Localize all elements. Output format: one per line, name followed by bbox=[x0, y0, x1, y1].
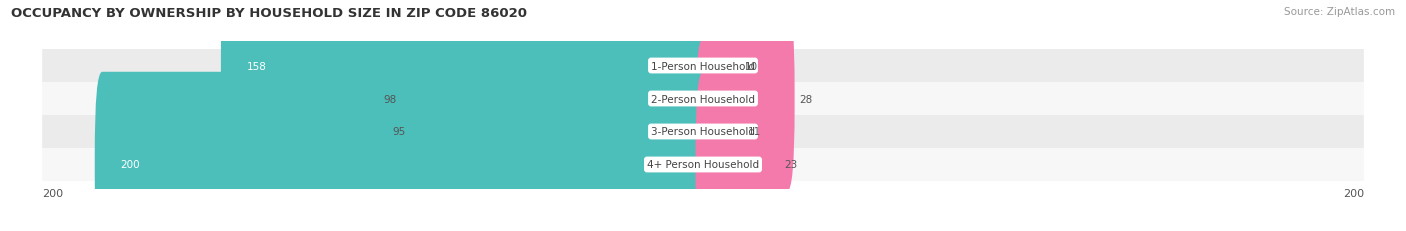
FancyBboxPatch shape bbox=[696, 40, 744, 224]
Text: 10: 10 bbox=[745, 61, 758, 71]
Text: Source: ZipAtlas.com: Source: ZipAtlas.com bbox=[1284, 7, 1395, 17]
Text: 2-Person Household: 2-Person Household bbox=[651, 94, 755, 104]
Text: 95: 95 bbox=[392, 127, 405, 137]
Text: 1-Person Household: 1-Person Household bbox=[651, 61, 755, 71]
Text: 200: 200 bbox=[121, 160, 141, 170]
FancyBboxPatch shape bbox=[696, 7, 794, 191]
Text: 4+ Person Household: 4+ Person Household bbox=[647, 160, 759, 170]
Text: 200: 200 bbox=[1343, 188, 1364, 198]
FancyBboxPatch shape bbox=[696, 73, 779, 231]
Text: OCCUPANCY BY OWNERSHIP BY HOUSEHOLD SIZE IN ZIP CODE 86020: OCCUPANCY BY OWNERSHIP BY HOUSEHOLD SIZE… bbox=[11, 7, 527, 20]
FancyBboxPatch shape bbox=[696, 0, 741, 158]
FancyBboxPatch shape bbox=[94, 73, 710, 231]
Text: 23: 23 bbox=[785, 160, 797, 170]
FancyBboxPatch shape bbox=[42, 83, 1364, 116]
FancyBboxPatch shape bbox=[42, 148, 1364, 181]
FancyBboxPatch shape bbox=[411, 40, 710, 224]
Text: 98: 98 bbox=[384, 94, 396, 104]
FancyBboxPatch shape bbox=[42, 116, 1364, 148]
FancyBboxPatch shape bbox=[401, 7, 710, 191]
Text: 11: 11 bbox=[748, 127, 761, 137]
Text: 28: 28 bbox=[799, 94, 813, 104]
FancyBboxPatch shape bbox=[221, 0, 710, 158]
Text: 158: 158 bbox=[246, 61, 266, 71]
Text: 3-Person Household: 3-Person Household bbox=[651, 127, 755, 137]
FancyBboxPatch shape bbox=[42, 50, 1364, 83]
Text: 200: 200 bbox=[42, 188, 63, 198]
